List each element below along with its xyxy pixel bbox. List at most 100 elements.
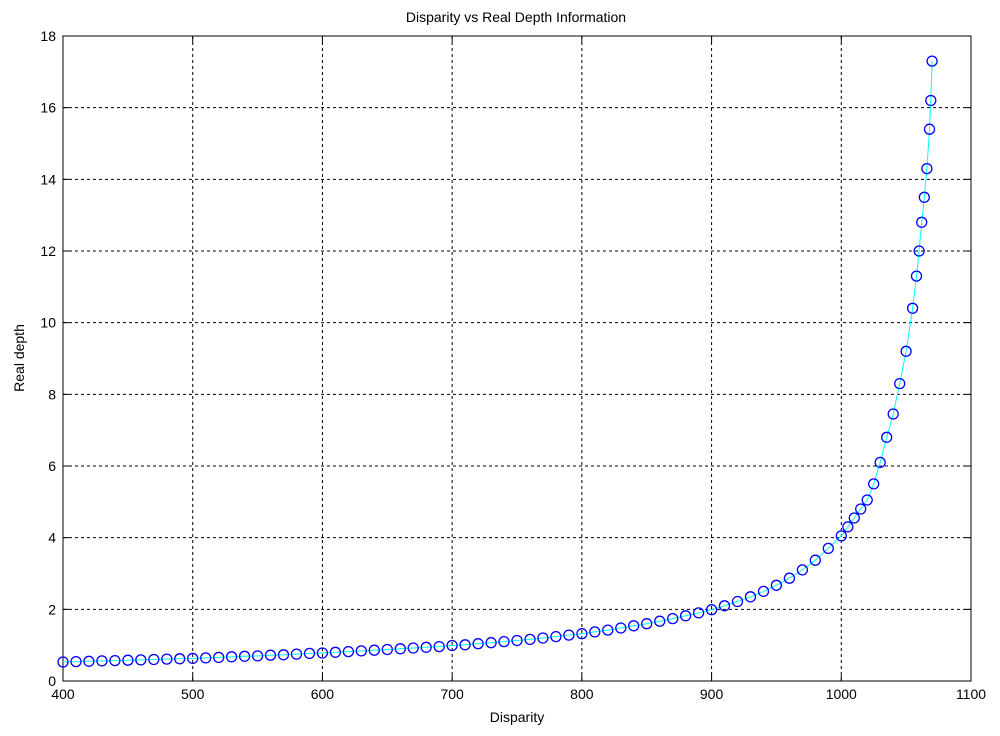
data-point (589, 626, 601, 638)
data-point (251, 650, 264, 662)
data-point (109, 654, 121, 667)
x-tick-label: 400 (51, 686, 75, 702)
x-tick-labels: 400 500 600 700 800 900 1000 1100 (51, 686, 986, 702)
data-series (57, 55, 938, 668)
data-point (459, 639, 471, 651)
data-point (900, 345, 912, 357)
data-point (342, 645, 355, 658)
data-point (70, 655, 82, 668)
data-point (918, 191, 930, 203)
data-point (161, 653, 173, 665)
data-point (537, 632, 549, 644)
x-tick-label: 600 (311, 686, 335, 702)
data-point (906, 302, 919, 314)
y-axis-label: Real depth (11, 324, 27, 392)
plot-area (62, 35, 972, 682)
data-point (420, 641, 432, 653)
data-point (874, 456, 886, 469)
data-point (783, 572, 796, 584)
data-point (868, 478, 880, 490)
data-point (628, 620, 640, 632)
data-point (187, 652, 199, 665)
y-tick-labels: 0 2 4 6 8 10 12 14 16 18 (40, 28, 56, 689)
data-point (615, 622, 627, 634)
data-point (407, 642, 419, 654)
data-point (757, 585, 770, 598)
y-tick-label: 4 (48, 530, 56, 546)
data-point (290, 648, 303, 660)
x-axis-label: Disparity (490, 709, 544, 725)
data-point (913, 245, 925, 257)
data-point (122, 654, 134, 666)
data-point (524, 633, 536, 646)
data-point (394, 643, 406, 655)
data-point (770, 579, 783, 591)
data-point (381, 643, 393, 656)
data-point (303, 647, 316, 660)
data-point (485, 637, 497, 649)
data-point (641, 618, 653, 630)
data-point (718, 600, 731, 612)
data-point (57, 656, 69, 668)
x-tick-label: 800 (570, 686, 594, 702)
y-tick-label: 8 (48, 386, 56, 402)
y-tick-label: 0 (48, 673, 56, 689)
data-point (433, 640, 445, 653)
x-tick-label: 1000 (826, 686, 857, 702)
data-point (213, 651, 225, 664)
data-point (842, 521, 854, 533)
data-point (511, 634, 523, 647)
data-point (705, 604, 718, 616)
data-point (835, 530, 847, 542)
y-tick-label: 16 (40, 100, 56, 116)
data-point (796, 564, 809, 576)
data-point (446, 639, 458, 652)
series-line (62, 61, 933, 663)
data-point (174, 653, 186, 665)
data-point (225, 651, 238, 663)
x-tick-label: 500 (181, 686, 205, 702)
y-tick-label: 6 (48, 458, 56, 474)
data-point (926, 55, 938, 67)
data-point (83, 655, 95, 667)
data-point (238, 650, 251, 662)
axis-ticks (62, 35, 972, 682)
data-point (848, 512, 860, 524)
x-tick-label: 700 (440, 686, 464, 702)
data-point (96, 655, 108, 667)
data-point (692, 607, 705, 619)
data-point (925, 94, 937, 107)
data-point (200, 652, 212, 664)
data-point (861, 494, 873, 506)
data-point (855, 503, 867, 515)
data-point (654, 615, 666, 627)
data-point (910, 270, 923, 282)
data-point (576, 628, 588, 640)
data-point (550, 630, 562, 643)
data-point (923, 123, 936, 135)
data-point (368, 644, 380, 656)
y-tick-label: 12 (40, 243, 56, 259)
data-point (881, 431, 893, 443)
data-point (329, 646, 342, 658)
data-point (148, 653, 160, 666)
grid-lines (63, 36, 971, 681)
data-point (887, 408, 899, 420)
data-point (822, 542, 834, 555)
data-point (498, 635, 510, 648)
data-point (472, 638, 484, 650)
data-point (809, 554, 821, 566)
x-tick-label: 1100 (956, 686, 986, 702)
y-tick-label: 18 (40, 28, 56, 44)
data-point (602, 624, 614, 636)
y-tick-label: 10 (40, 315, 56, 331)
chart-title: Disparity vs Real Depth Information (406, 9, 626, 25)
data-point (563, 629, 575, 641)
data-point (921, 162, 933, 175)
data-point (916, 216, 928, 228)
x-tick-label: 900 (700, 686, 724, 702)
data-point (667, 612, 679, 625)
data-point (744, 591, 757, 603)
y-tick-label: 2 (48, 601, 56, 617)
